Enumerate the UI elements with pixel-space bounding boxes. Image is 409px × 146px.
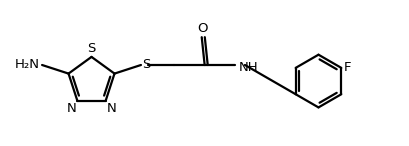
- Text: O: O: [197, 22, 207, 35]
- Text: S: S: [87, 42, 95, 55]
- Text: N: N: [66, 102, 76, 115]
- Text: F: F: [344, 61, 351, 74]
- Text: S: S: [142, 58, 151, 71]
- Text: N: N: [107, 102, 116, 115]
- Text: NH: NH: [238, 61, 258, 74]
- Text: H₂N: H₂N: [15, 59, 40, 72]
